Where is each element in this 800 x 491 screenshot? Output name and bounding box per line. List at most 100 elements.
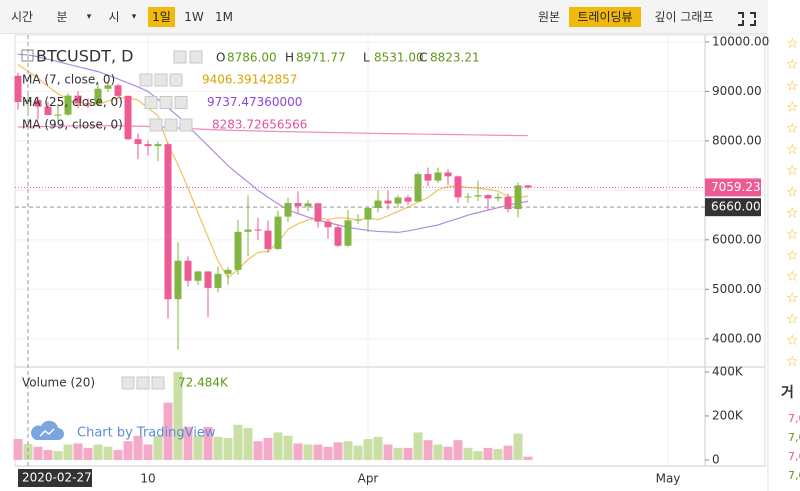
candle-body [284,203,292,217]
legend-icon[interactable] [164,118,178,132]
volume-bar [433,444,443,460]
star-icon: ☆ [786,290,799,306]
star-icon: ☆ [786,312,799,328]
legend-icon[interactable] [174,96,188,109]
legend-icon[interactable] [136,376,150,390]
star-icon: ☆ [786,36,799,52]
y-tick-label: 5000.00 [712,282,762,296]
candle-body [34,100,42,107]
interval-button[interactable]: 1일 [148,7,175,27]
candle-body [154,144,162,147]
star-icon: ☆ [786,184,799,200]
ohlc-value: 8823.21 [430,51,480,65]
last-price-label: 7059.23 [711,180,761,194]
y-tick-label: 4000.00 [712,331,762,345]
ohlc-name: H [285,51,294,65]
candle-body [404,197,412,202]
candle-body [314,203,322,222]
volume-bar [323,446,333,460]
volume-bar [443,446,453,460]
legend-icon[interactable] [149,118,163,132]
crosshair-x-label: 2020-02-27 [22,471,92,485]
view-button[interactable]: 원본 [537,10,561,24]
star-icon: ☆ [786,121,799,137]
interval-button[interactable]: 1W [184,10,204,24]
volume-bar [513,433,523,460]
watermark: Chart by TradingView [77,426,216,441]
candle-body [134,139,142,145]
candle-body [214,273,222,288]
candle-body [304,203,312,207]
candle-body [424,174,432,181]
interval-button[interactable]: 1M [215,10,233,24]
candle-body [194,271,202,281]
legend-icon[interactable] [169,73,183,87]
candle-body [54,114,62,116]
legend-icon[interactable] [189,50,203,64]
volume-bar [113,450,123,460]
x-tick-label: Apr [358,472,379,486]
volume-bar [173,371,183,460]
candle-body [494,196,502,199]
view-button[interactable]: 깊이 그래프 [654,10,714,24]
star-icon: ☆ [786,142,799,158]
volume-bar [503,445,513,460]
dropdown[interactable]: ▾ [131,12,137,22]
volume-bar [483,447,493,460]
symbol: BTCUSDT, D [36,47,133,66]
volume-bar [253,441,263,460]
ohlc-value: 8531.00 [374,51,424,65]
volume-bar [103,446,113,460]
star-icon: ☆ [786,227,799,243]
interval-button[interactable]: 시 [108,10,120,24]
y-tick-label: 8000.00 [712,133,762,147]
volume-bar [153,435,163,460]
ohlc-value: 8971.77 [296,51,346,65]
candle-body [104,85,112,89]
volume-bar [273,432,283,460]
interval-button[interactable]: 분 [56,10,68,24]
volume-bar [233,424,243,460]
legend-icon[interactable] [154,73,168,87]
x-tick-label: May [656,472,681,486]
volume-bar [53,451,63,460]
volume-bar [303,444,313,460]
legend-icon[interactable] [121,376,135,390]
side-price: 7,0 [788,431,800,444]
candle-body [474,195,482,197]
star-icon: ☆ [786,248,799,264]
candle-body [94,88,102,104]
view-button[interactable]: 트레이딩뷰 [569,7,641,27]
candle-body [184,260,192,281]
volume-bar [223,437,233,460]
volume-bar [63,444,73,460]
watermark-logo [31,420,64,440]
side-price: 7,0 [788,450,800,463]
ma-line [17,125,529,137]
legend-icon[interactable] [139,73,153,87]
interval-button[interactable]: 시간 [10,10,34,24]
volume-bar [523,456,533,460]
candle-body [44,106,52,116]
legend-icon[interactable] [151,376,165,390]
candle-body [524,185,532,188]
legend-icon[interactable] [144,96,158,109]
legend-icon[interactable] [159,96,173,109]
ohlc-name: L [363,51,370,65]
fullscreen-icon[interactable] [738,12,756,26]
volume-name: Volume (20) [22,376,95,390]
ohlc-value: 8786.00 [227,51,277,65]
volume-tick-label: 400K [712,364,744,378]
legend-icon[interactable] [173,50,187,64]
dropdown[interactable]: ▾ [86,12,92,22]
candle-body [354,219,362,221]
candle-body [204,271,212,288]
star-icon: ☆ [786,78,799,94]
legend-icon[interactable] [179,118,193,132]
volume-bar [183,426,193,460]
candle-body [114,85,122,96]
candle-body [384,200,392,204]
ma-name: MA (7, close, 0) [22,73,115,87]
volume-bar [393,447,403,460]
